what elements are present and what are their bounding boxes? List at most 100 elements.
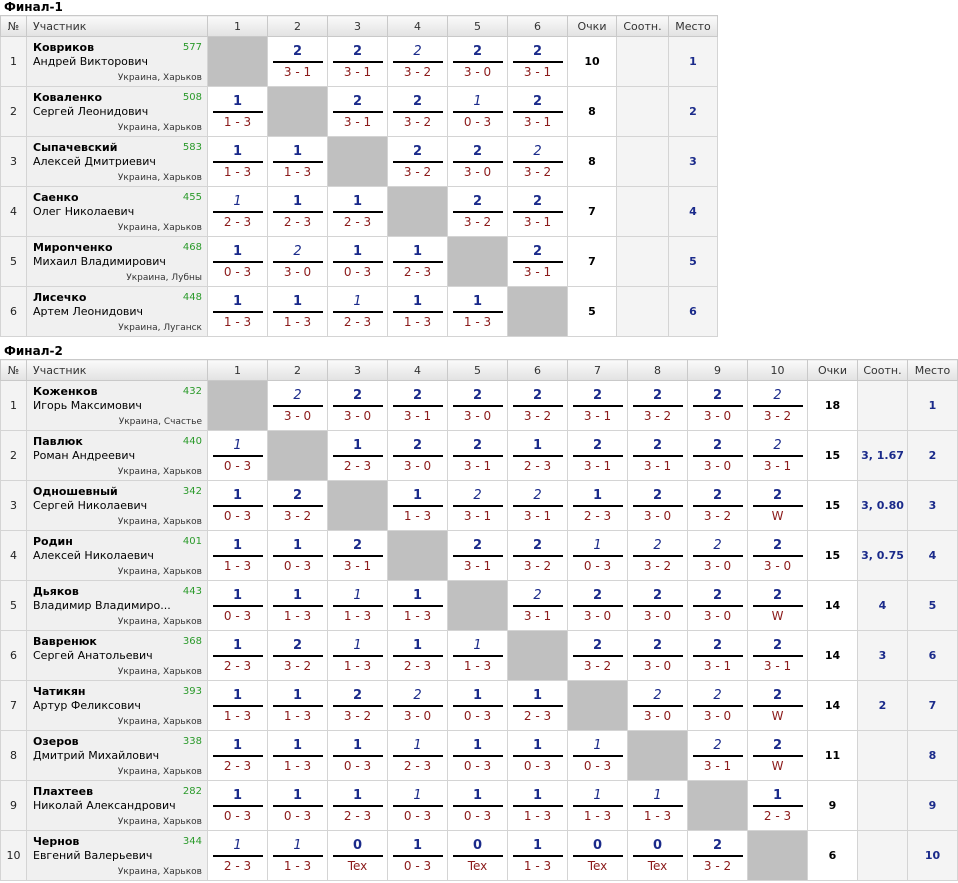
match-result[interactable]: 2 3 - 0: [687, 580, 748, 631]
match-result[interactable]: 1 0 - 3: [447, 780, 508, 831]
match-result[interactable]: 1 1 - 3: [627, 780, 688, 831]
match-result[interactable]: 2 3 - 0: [627, 680, 688, 731]
match-result[interactable]: 2 3 - 1: [747, 630, 808, 681]
match-result[interactable]: 1 1 - 3: [267, 680, 328, 731]
match-result[interactable]: 2 3 - 2: [267, 630, 328, 681]
match-result[interactable]: 2 3 - 1: [327, 36, 388, 87]
match-result[interactable]: 2 3 - 1: [687, 730, 748, 781]
match-result[interactable]: 1 1 - 3: [387, 580, 448, 631]
match-result[interactable]: 2 3 - 0: [567, 580, 628, 631]
match-result[interactable]: 1 1 - 3: [267, 730, 328, 781]
match-result[interactable]: 1 1 - 3: [267, 136, 328, 187]
match-result[interactable]: 1 2 - 3: [567, 480, 628, 531]
match-result[interactable]: 2 3 - 1: [507, 186, 568, 237]
player-cell[interactable]: Коженков 432 Игорь Максимович Украина, Счас…: [26, 380, 208, 431]
match-result[interactable]: 2 3 - 1: [447, 480, 508, 531]
match-result[interactable]: 2 3 - 0: [387, 680, 448, 731]
match-result[interactable]: 2 3 - 2: [387, 136, 448, 187]
player-last-name[interactable]: Одношевный: [33, 485, 118, 498]
match-result[interactable]: 1 1 - 3: [207, 136, 268, 187]
match-result[interactable]: 2 3 - 2: [687, 830, 748, 881]
match-result[interactable]: 1 1 - 3: [267, 286, 328, 337]
match-result[interactable]: 2 3 - 2: [567, 630, 628, 681]
player-cell[interactable]: Вавренюк 368 Сергей Анатольевич Украина, Ха…: [26, 630, 208, 681]
match-result[interactable]: 1 1 - 3: [447, 286, 508, 337]
match-result[interactable]: 2 3 - 0: [327, 380, 388, 431]
player-last-name[interactable]: Павлюк: [33, 435, 83, 448]
match-result[interactable]: 1 2 - 3: [387, 730, 448, 781]
match-result[interactable]: 2 3 - 2: [507, 136, 568, 187]
match-result[interactable]: 1 0 - 3: [447, 680, 508, 731]
match-result[interactable]: 2 3 - 1: [447, 530, 508, 581]
match-result[interactable]: 1 2 - 3: [747, 780, 808, 831]
match-result[interactable]: 1 2 - 3: [387, 630, 448, 681]
player-last-name[interactable]: Вавренюк: [33, 635, 97, 648]
match-result[interactable]: 2 3 - 1: [267, 36, 328, 87]
match-result[interactable]: 2 3 - 2: [687, 480, 748, 531]
match-result[interactable]: 2 3 - 0: [447, 380, 508, 431]
match-result[interactable]: 2 3 - 1: [507, 480, 568, 531]
player-cell[interactable]: Одношевный 342 Сергей Николаевич Украина, Х…: [26, 480, 208, 531]
match-result[interactable]: 0 Tex: [627, 830, 688, 881]
player-last-name[interactable]: Чатикян: [33, 685, 86, 698]
match-result[interactable]: 2 3 - 1: [567, 380, 628, 431]
match-result[interactable]: 0 Tex: [327, 830, 388, 881]
player-last-name[interactable]: Лисечко: [33, 291, 87, 304]
match-result[interactable]: 1 2 - 3: [207, 830, 268, 881]
player-cell[interactable]: Чатикян 393 Артур Феликсович Украина, Харьк…: [26, 680, 208, 731]
player-cell[interactable]: Плахтеев 282 Николай Александрович Украина,…: [26, 780, 208, 831]
match-result[interactable]: 1 2 - 3: [327, 430, 388, 481]
match-result[interactable]: 2 3 - 2: [627, 530, 688, 581]
match-result[interactable]: 1 0 - 3: [447, 730, 508, 781]
player-last-name[interactable]: Коженков: [33, 385, 98, 398]
match-result[interactable]: 2 3 - 1: [507, 580, 568, 631]
player-cell[interactable]: Павлюк 440 Роман Андреевич Украина, Харьков: [26, 430, 208, 481]
match-result[interactable]: 2 3 - 2: [327, 680, 388, 731]
match-result[interactable]: 1 1 - 3: [267, 580, 328, 631]
match-result[interactable]: 0 Tex: [567, 830, 628, 881]
match-result[interactable]: 1 2 - 3: [207, 186, 268, 237]
player-last-name[interactable]: Саенко: [33, 191, 79, 204]
match-result[interactable]: 1 0 - 3: [207, 780, 268, 831]
match-result[interactable]: 2 3 - 2: [387, 36, 448, 87]
player-last-name[interactable]: Коваленко: [33, 91, 103, 104]
match-result[interactable]: 2 3 - 1: [447, 430, 508, 481]
match-result[interactable]: 1 1 - 3: [447, 630, 508, 681]
match-result[interactable]: 2 3 - 2: [627, 380, 688, 431]
match-result[interactable]: 2 3 - 1: [387, 380, 448, 431]
player-last-name[interactable]: Озеров: [33, 735, 79, 748]
match-result[interactable]: 1 2 - 3: [207, 730, 268, 781]
match-result[interactable]: 1 0 - 3: [387, 780, 448, 831]
match-result[interactable]: 1 0 - 3: [567, 730, 628, 781]
player-cell[interactable]: Сыпачевский 583 Алексей Дмитриевич Украина,…: [26, 136, 208, 187]
match-result[interactable]: 1 1 - 3: [387, 480, 448, 531]
match-result[interactable]: 1 0 - 3: [507, 730, 568, 781]
match-result[interactable]: 2 3 - 0: [687, 530, 748, 581]
match-result[interactable]: 1 2 - 3: [327, 186, 388, 237]
match-result[interactable]: 2 3 - 2: [747, 380, 808, 431]
player-cell[interactable]: Лисечко 448 Артем Леонидович Украина, Луган…: [26, 286, 208, 337]
match-result[interactable]: 2 3 - 0: [447, 136, 508, 187]
player-cell[interactable]: Озеров 338 Дмитрий Михайлович Украина, Харь…: [26, 730, 208, 781]
match-result[interactable]: 1 1 - 3: [567, 780, 628, 831]
match-result[interactable]: 1 0 - 3: [447, 86, 508, 137]
match-result[interactable]: 1 2 - 3: [327, 286, 388, 337]
match-result[interactable]: 1 0 - 3: [267, 530, 328, 581]
match-result[interactable]: 1 1 - 3: [327, 580, 388, 631]
match-result[interactable]: 2 3 - 1: [747, 430, 808, 481]
match-result[interactable]: 1 2 - 3: [507, 680, 568, 731]
player-cell[interactable]: Коваленко 508 Сергей Леонидович Украина, Ха…: [26, 86, 208, 137]
match-result[interactable]: 2 3 - 0: [387, 430, 448, 481]
match-result[interactable]: 2 3 - 0: [687, 680, 748, 731]
player-cell[interactable]: Чернов 344 Евгений Валерьевич Украина, Харь…: [26, 830, 208, 881]
match-result[interactable]: 2 3 - 2: [447, 186, 508, 237]
match-result[interactable]: 1 2 - 3: [327, 780, 388, 831]
player-last-name[interactable]: Чернов: [33, 835, 80, 848]
match-result[interactable]: 1 2 - 3: [207, 630, 268, 681]
player-cell[interactable]: Родин 401 Алексей Николаевич Украина, Харьк…: [26, 530, 208, 581]
match-result[interactable]: 2 3 - 0: [267, 236, 328, 287]
player-last-name[interactable]: Сыпачевский: [33, 141, 118, 154]
match-result[interactable]: 1 1 - 3: [207, 530, 268, 581]
match-result[interactable]: 1 2 - 3: [507, 430, 568, 481]
